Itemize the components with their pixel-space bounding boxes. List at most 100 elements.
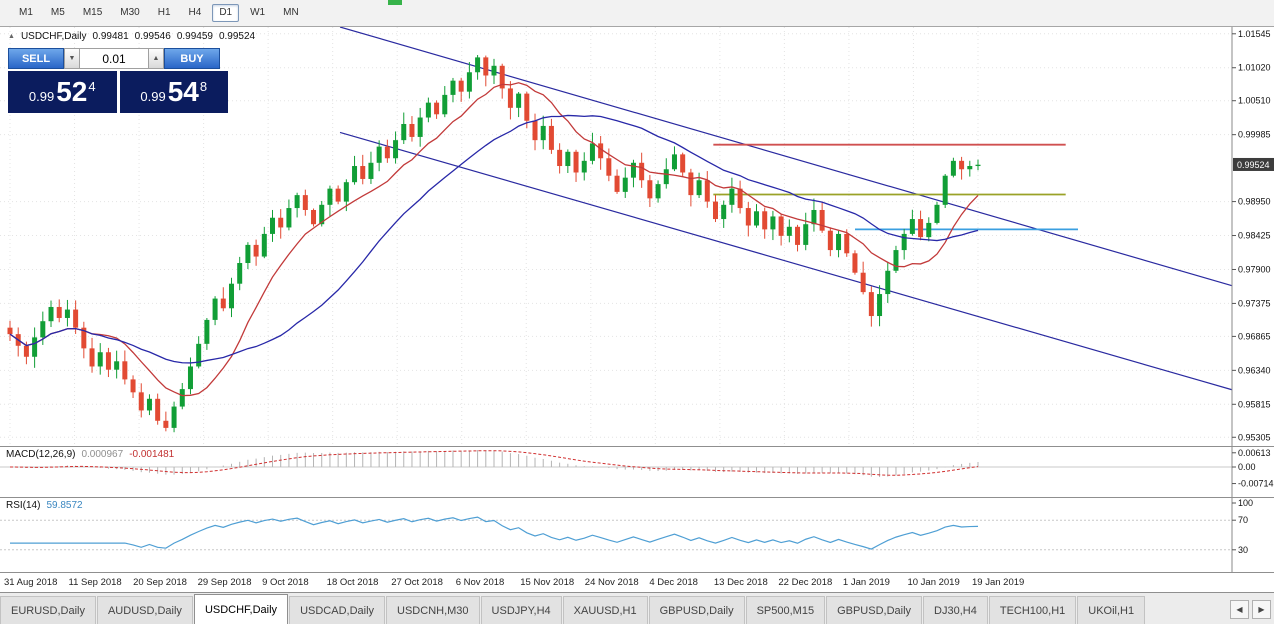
one-click-trading-panel: SELL ▼ ▲ BUY 0.99 52 4 0.99 54 8 [8,48,228,113]
chart-tab-gbpusd-daily[interactable]: GBPUSD,Daily [826,596,923,624]
date-label: 27 Oct 2018 [391,577,443,588]
timeframe-button-d1[interactable]: D1 [212,4,240,22]
sell-price-prefix: 0.99 [28,88,55,104]
timeframe-button-h1[interactable]: H1 [157,7,171,18]
rsi-line [10,516,979,550]
main-chart-panel: 1.01545 1.01020 1.00510 0.99985 0.98950 0.984… [0,27,1274,447]
date-label: 20 Sep 2018 [133,577,187,588]
macd-label-row: MACD(12,26,9) 0.000967 -0.001481 [6,449,174,460]
svg-text:1.01020: 1.01020 [1238,63,1271,73]
chart-tabs-bar: EURUSD,Daily AUDUSD,Daily USDCHF,Daily USDC… [0,593,1274,624]
ohlc-low: 0.99459 [176,31,213,42]
chart-tab-xauusd-h1[interactable]: XAUUSD,H1 [562,596,648,624]
timeframe-button-w1[interactable]: W1 [250,7,266,18]
timeframe-button-m1[interactable]: M1 [19,7,33,18]
sell-price-pips: 52 [56,76,88,107]
svg-text:0.98950: 0.98950 [1238,197,1271,207]
date-label: 4 Dec 2018 [649,577,698,588]
chart-tab-tech100-h1[interactable]: TECH100,H1 [988,596,1077,624]
channel-upper [339,27,1233,287]
date-label: 11 Sep 2018 [68,577,122,588]
date-label: 24 Nov 2018 [584,577,639,588]
chart-tab-usdchf-daily[interactable]: USDCHF,Daily [193,594,289,624]
date-label: 18 Oct 2018 [326,577,379,588]
buy-price-pips: 54 [167,76,199,107]
chart-tab-ukoil-h1[interactable]: UKOil,H1 [1077,596,1146,624]
date-label: 22 Dec 2018 [778,577,833,588]
svg-text:0.97375: 0.97375 [1238,298,1271,308]
candles [7,55,981,433]
svg-text:0.97900: 0.97900 [1238,264,1271,274]
chart-tab-usdcnh-m30[interactable]: USDCNH,M30 [386,596,480,624]
date-label: 9 Oct 2018 [262,577,309,588]
svg-text:0.98425: 0.98425 [1238,231,1271,241]
buy-button[interactable]: BUY [164,48,220,69]
tabs-scroll-right-button[interactable]: ▶ [1252,600,1271,619]
timeframe-button-m15[interactable]: M15 [82,7,103,18]
chart-tab-usdjpy-h4[interactable]: USDJPY,H4 [480,596,562,624]
collapse-one-click-icon[interactable]: ▲ [8,33,15,40]
chart-tab-audusd-daily[interactable]: AUDUSD,Daily [96,596,193,624]
volume-increase-button[interactable]: ▲ [148,48,164,69]
ohlc-close: 0.99524 [218,31,256,42]
timeframe-button-mn[interactable]: MN [283,7,299,18]
macd-panel: 0.00613 0.00 -0.00714 MACD(12,26,9) 0.0009… [0,447,1274,498]
ohlc-high: 0.99546 [134,31,171,42]
timeframe-toolbar: M1 M5 M15 M30 H1 H4 D1 W1 MN [0,0,1274,27]
svg-text:30: 30 [1238,545,1248,555]
volume-dropdown-button[interactable]: ▼ [64,48,80,69]
svg-text:0.00613: 0.00613 [1238,448,1271,458]
timeframe-button-m30[interactable]: M30 [120,7,140,18]
tabs-scroll-left-button[interactable]: ◀ [1230,600,1249,619]
tab-scroll-controls: ◀ ▶ [1230,600,1271,619]
date-label: 15 Nov 2018 [520,577,575,588]
date-axis[interactable]: 31 Aug 2018 11 Sep 2018 20 Sep 2018 29 Sep … [0,573,1274,593]
macd-canvas[interactable]: 0.00613 0.00 -0.00714 [0,447,1274,497]
chart-header: ▲ USDCHF,Daily 0.99481 0.99546 0.99459 0… [8,31,255,42]
svg-text:1.01545: 1.01545 [1238,29,1271,39]
current-price-tag [1233,157,1274,171]
svg-text:1.00510: 1.00510 [1238,96,1271,106]
channel-lower [339,131,1233,391]
buy-price-display[interactable]: 0.99 54 8 [119,71,228,113]
sell-price-display[interactable]: 0.99 52 4 [8,71,117,113]
chart-tab-gbpusd-daily[interactable]: GBPUSD,Daily [648,596,745,624]
buy-price-prefix: 0.99 [140,88,166,104]
svg-text:-0.00714: -0.00714 [1238,479,1274,489]
main-chart-canvas[interactable]: 1.01545 1.01020 1.00510 0.99985 0.98950 0.984… [0,27,1274,446]
date-label: 19 Jan 2019 [972,577,1025,588]
chart-tab-usdcad-daily[interactable]: USDCAD,Daily [289,596,386,624]
ohlc-open: 0.99481 [92,31,129,42]
chart-tab-dj30-h4[interactable]: DJ30,H4 [923,596,988,624]
chart-symbol-label: USDCHF,Daily [20,31,87,42]
date-label: 10 Jan 2019 [907,577,960,588]
svg-text:0.96865: 0.96865 [1238,331,1271,341]
chart-tabs: EURUSD,Daily AUDUSD,Daily USDCHF,Daily USDC… [0,593,1146,624]
svg-text:0.99985: 0.99985 [1238,130,1271,140]
macd-main-value: 0.000967 [81,449,124,460]
date-label: 6 Nov 2018 [455,577,505,588]
date-label: 13 Dec 2018 [713,577,768,588]
buy-price-point: 8 [199,78,208,94]
timeframe-button-m5[interactable]: M5 [50,7,65,18]
date-label: 1 Jan 2019 [842,577,890,588]
date-label: 31 Aug 2018 [4,577,58,588]
svg-text:0.96340: 0.96340 [1238,365,1271,375]
rsi-panel: 100 70 30 RSI(14) 59.8572 [0,498,1274,573]
rsi-label-row: RSI(14) 59.8572 [6,500,83,511]
macd-label: MACD(12,26,9) [6,449,76,460]
rsi-canvas[interactable]: 100 70 30 [0,498,1274,572]
rsi-label: RSI(14) [6,500,41,511]
volume-input[interactable] [80,48,148,69]
chart-tab-sp500-m15[interactable]: SP500,M15 [745,596,826,624]
timeframe-button-h4[interactable]: H4 [188,7,202,18]
date-label: 29 Sep 2018 [197,577,252,588]
macd-signal-value: -0.001481 [129,449,175,460]
cut-off-toolbar-icon [388,0,402,5]
ma-line-10 [9,82,979,397]
svg-text:0.00: 0.00 [1238,462,1256,472]
svg-text:0.95305: 0.95305 [1238,432,1271,442]
chart-tab-eurusd-daily[interactable]: EURUSD,Daily [0,596,96,624]
sell-button[interactable]: SELL [8,48,64,69]
